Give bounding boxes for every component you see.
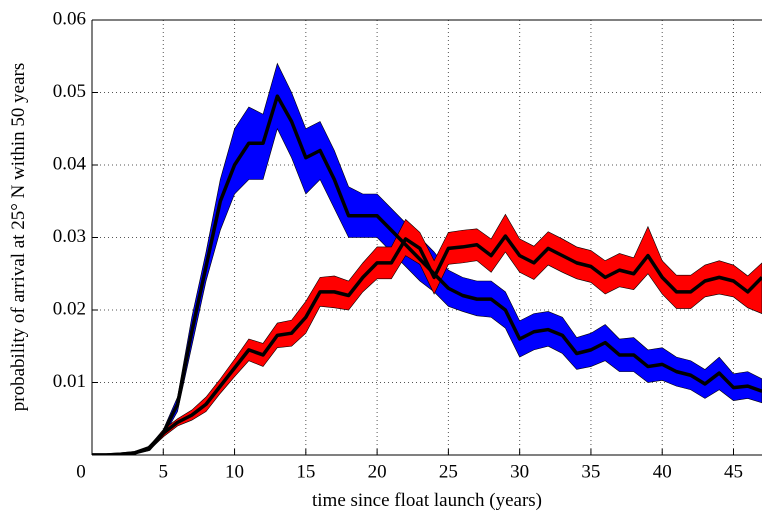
x-tick-label: 10 (225, 461, 244, 482)
x-axis-label: time since float launch (years) (312, 490, 542, 511)
y-tick-label: 0.04 (53, 153, 87, 174)
x-tick-label: 25 (439, 461, 458, 482)
y-tick-label: 0.05 (53, 81, 86, 102)
x-tick-label: 5 (159, 461, 169, 482)
x-tick-label: 45 (724, 461, 743, 482)
x-tick-label: 40 (653, 461, 672, 482)
median-line (92, 234, 762, 455)
confidence-band (92, 213, 762, 455)
y-tick-label: 0.02 (53, 298, 86, 319)
x-tick-label: 0 (76, 461, 86, 482)
y-tick-label: 0.06 (53, 8, 86, 29)
y-tick-label: 0.01 (53, 371, 86, 392)
axes: 0 5 10 15 20 25 30 35 40 45 0.01 0.02 0.03 0.04 0.05 0.… (53, 8, 762, 482)
plot-area (92, 62, 762, 455)
x-tick-label: 30 (510, 461, 529, 482)
y-tick-label: 0.03 (53, 226, 86, 247)
x-tick-label: 15 (296, 461, 315, 482)
x-tick-label: 20 (368, 461, 387, 482)
y-axis-label: probability of arrival at 25° N within 5… (8, 63, 29, 411)
grid (92, 20, 762, 455)
x-tick-label: 35 (581, 461, 600, 482)
